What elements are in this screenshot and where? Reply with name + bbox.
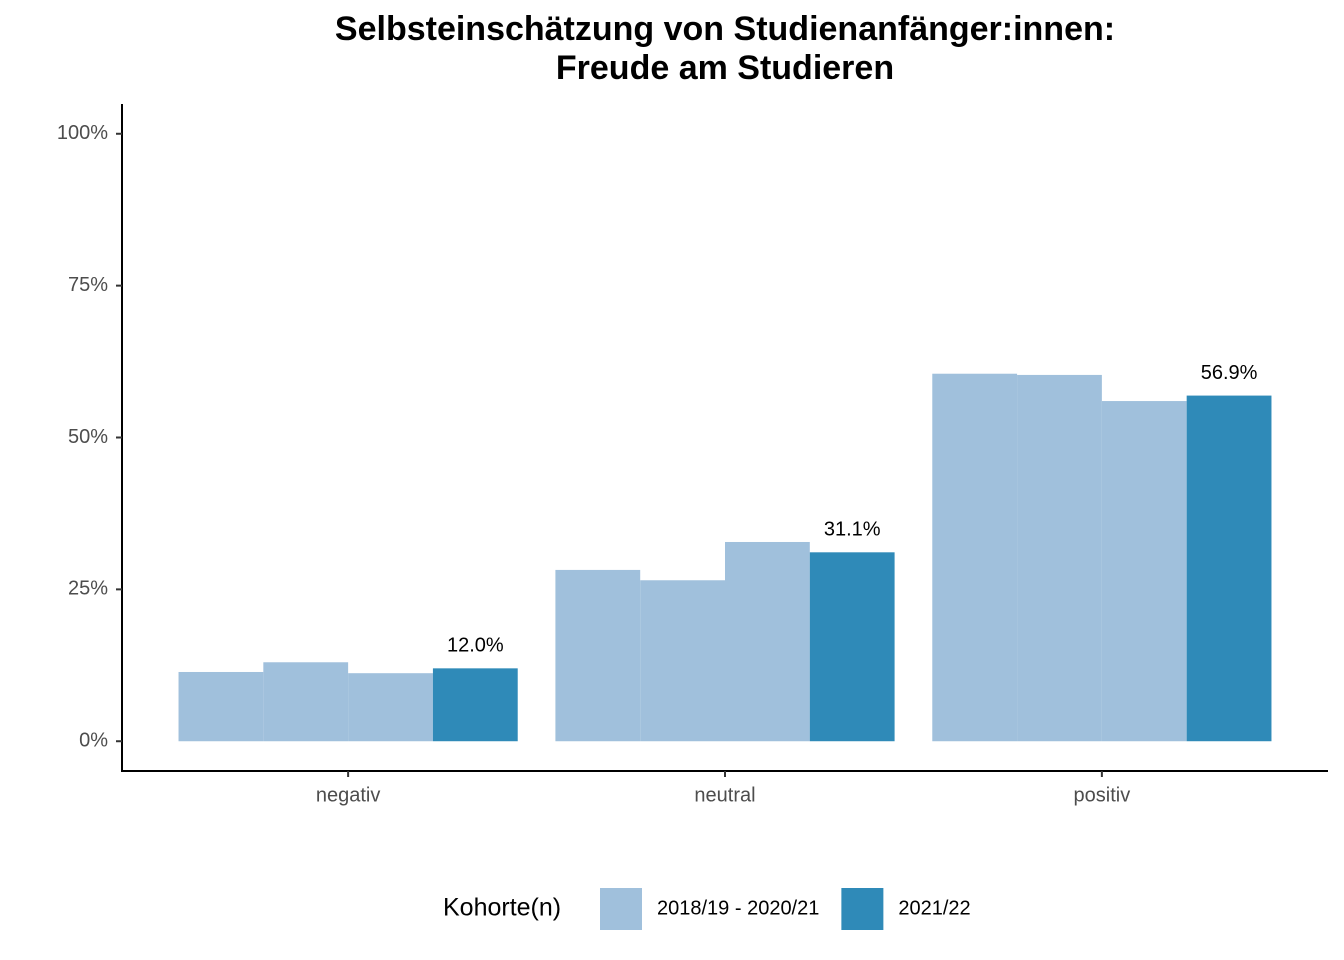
bar	[1101, 401, 1187, 742]
chart-title: Selbsteinschätzung von Studienanfänger:i…	[335, 10, 1115, 48]
y-tick-label: 50%	[68, 426, 108, 448]
legend-key	[600, 888, 642, 930]
value-label: 12.0%	[447, 635, 504, 657]
x-tick-label: positiv	[1074, 784, 1131, 806]
value-label: 56.9%	[1201, 362, 1258, 384]
bar	[555, 569, 641, 742]
bar	[263, 662, 349, 742]
value-label: 31.1%	[824, 519, 881, 541]
x-tick-label: negativ	[316, 784, 381, 806]
chart-title: Freude am Studieren	[556, 49, 894, 87]
legend-title: Kohorte(n)	[443, 894, 561, 922]
bar	[1017, 374, 1102, 742]
legend-key	[841, 888, 884, 930]
bar	[178, 671, 264, 742]
bar	[932, 373, 1018, 742]
y-tick-label: 25%	[68, 578, 108, 600]
bar	[1186, 395, 1272, 742]
bar	[809, 552, 895, 742]
legend-label: 2018/19 - 2020/21	[657, 897, 819, 919]
legend-label: 2021/22	[898, 897, 970, 919]
y-tick-label: 0%	[79, 730, 108, 752]
bar	[348, 673, 433, 742]
bar	[725, 541, 810, 742]
y-tick-label: 75%	[68, 274, 108, 296]
y-tick-label: 100%	[57, 122, 108, 144]
bar	[432, 668, 518, 742]
bar	[640, 580, 725, 742]
x-tick-label: neutral	[694, 784, 755, 806]
